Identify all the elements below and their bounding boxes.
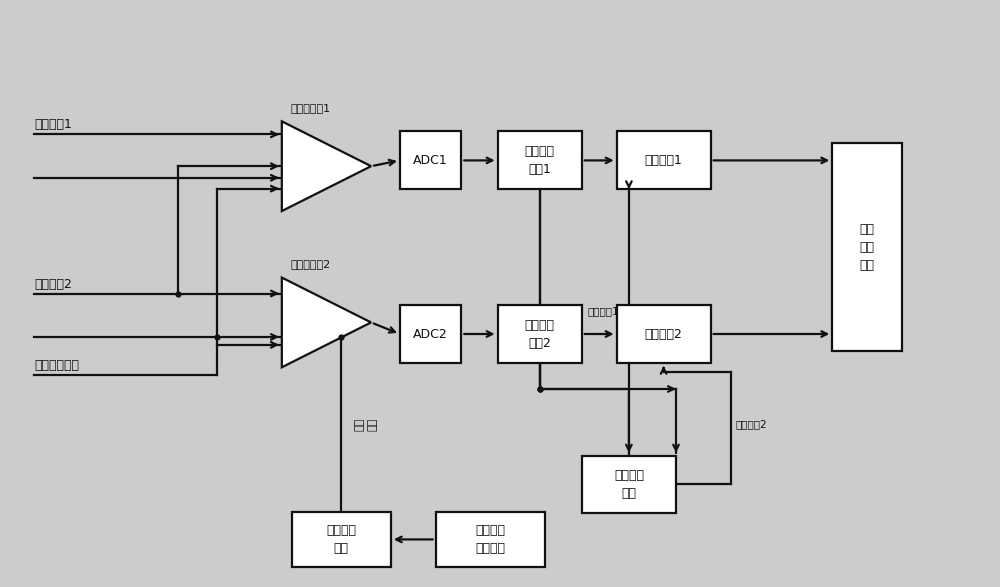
Polygon shape: [282, 278, 371, 367]
FancyBboxPatch shape: [498, 131, 582, 190]
Text: ADC2: ADC2: [413, 328, 448, 340]
Text: 并行信号2: 并行信号2: [34, 278, 72, 291]
FancyBboxPatch shape: [436, 512, 545, 567]
Text: 测试信号
生成模块: 测试信号 生成模块: [475, 524, 505, 555]
Text: 数据选择器2: 数据选择器2: [291, 259, 331, 269]
Text: ADC1: ADC1: [413, 154, 448, 167]
Text: 调整参数1: 调整参数1: [587, 306, 619, 316]
FancyBboxPatch shape: [400, 305, 461, 363]
Text: 并行信号1: 并行信号1: [34, 119, 72, 131]
Text: 高速接收
通道2: 高速接收 通道2: [525, 319, 555, 349]
Text: 数据选择器1: 数据选择器1: [291, 103, 331, 113]
Text: 测试使能信号: 测试使能信号: [34, 359, 79, 372]
Text: 高速接收
通道1: 高速接收 通道1: [525, 145, 555, 176]
Text: 调整参数2: 调整参数2: [736, 419, 767, 429]
FancyBboxPatch shape: [617, 305, 711, 363]
Text: 数据
处理
模块: 数据 处理 模块: [859, 222, 874, 272]
FancyBboxPatch shape: [292, 512, 391, 567]
Text: 移位模块2: 移位模块2: [645, 328, 683, 340]
Text: 对齐计算
模块: 对齐计算 模块: [614, 469, 644, 500]
Text: 高速发送
通道: 高速发送 通道: [326, 524, 356, 555]
FancyBboxPatch shape: [832, 143, 902, 352]
Text: 移位模块1: 移位模块1: [645, 154, 683, 167]
FancyBboxPatch shape: [498, 305, 582, 363]
FancyBboxPatch shape: [582, 456, 676, 514]
Polygon shape: [282, 122, 371, 211]
FancyBboxPatch shape: [400, 131, 461, 190]
Text: 测试
信号: 测试 信号: [354, 418, 377, 431]
FancyBboxPatch shape: [617, 131, 711, 190]
